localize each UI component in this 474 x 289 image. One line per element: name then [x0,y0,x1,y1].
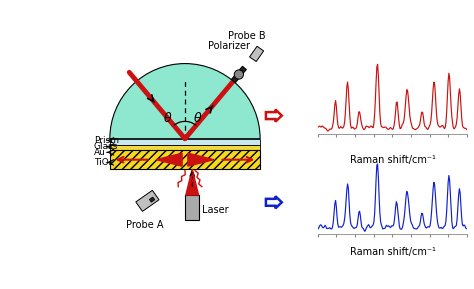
Bar [149,197,155,202]
Bar [110,145,260,150]
Text: Raman shift/cm⁻¹: Raman shift/cm⁻¹ [349,155,436,165]
Bar [249,46,264,62]
Bar [185,195,200,220]
Text: Polarizer: Polarizer [208,41,250,51]
Bar [110,150,260,169]
Text: Probe A: Probe A [126,220,163,230]
FancyArrow shape [266,110,282,122]
Bar [110,139,260,145]
Polygon shape [186,169,199,195]
Text: Probe B: Probe B [228,31,265,40]
Text: θ: θ [164,112,172,125]
Text: TiO₂: TiO₂ [94,158,112,167]
Polygon shape [156,153,182,166]
Wedge shape [110,64,260,139]
Circle shape [234,70,244,79]
Text: Au: Au [94,148,106,157]
Text: Laser: Laser [202,205,229,215]
Bar [136,190,159,211]
Text: Raman shift/cm⁻¹: Raman shift/cm⁻¹ [349,247,436,257]
Text: Prism: Prism [94,136,119,145]
FancyArrow shape [266,196,282,208]
Bar [231,66,246,83]
Text: Glass: Glass [94,142,118,151]
Polygon shape [188,153,214,166]
Text: θ: θ [194,112,202,125]
